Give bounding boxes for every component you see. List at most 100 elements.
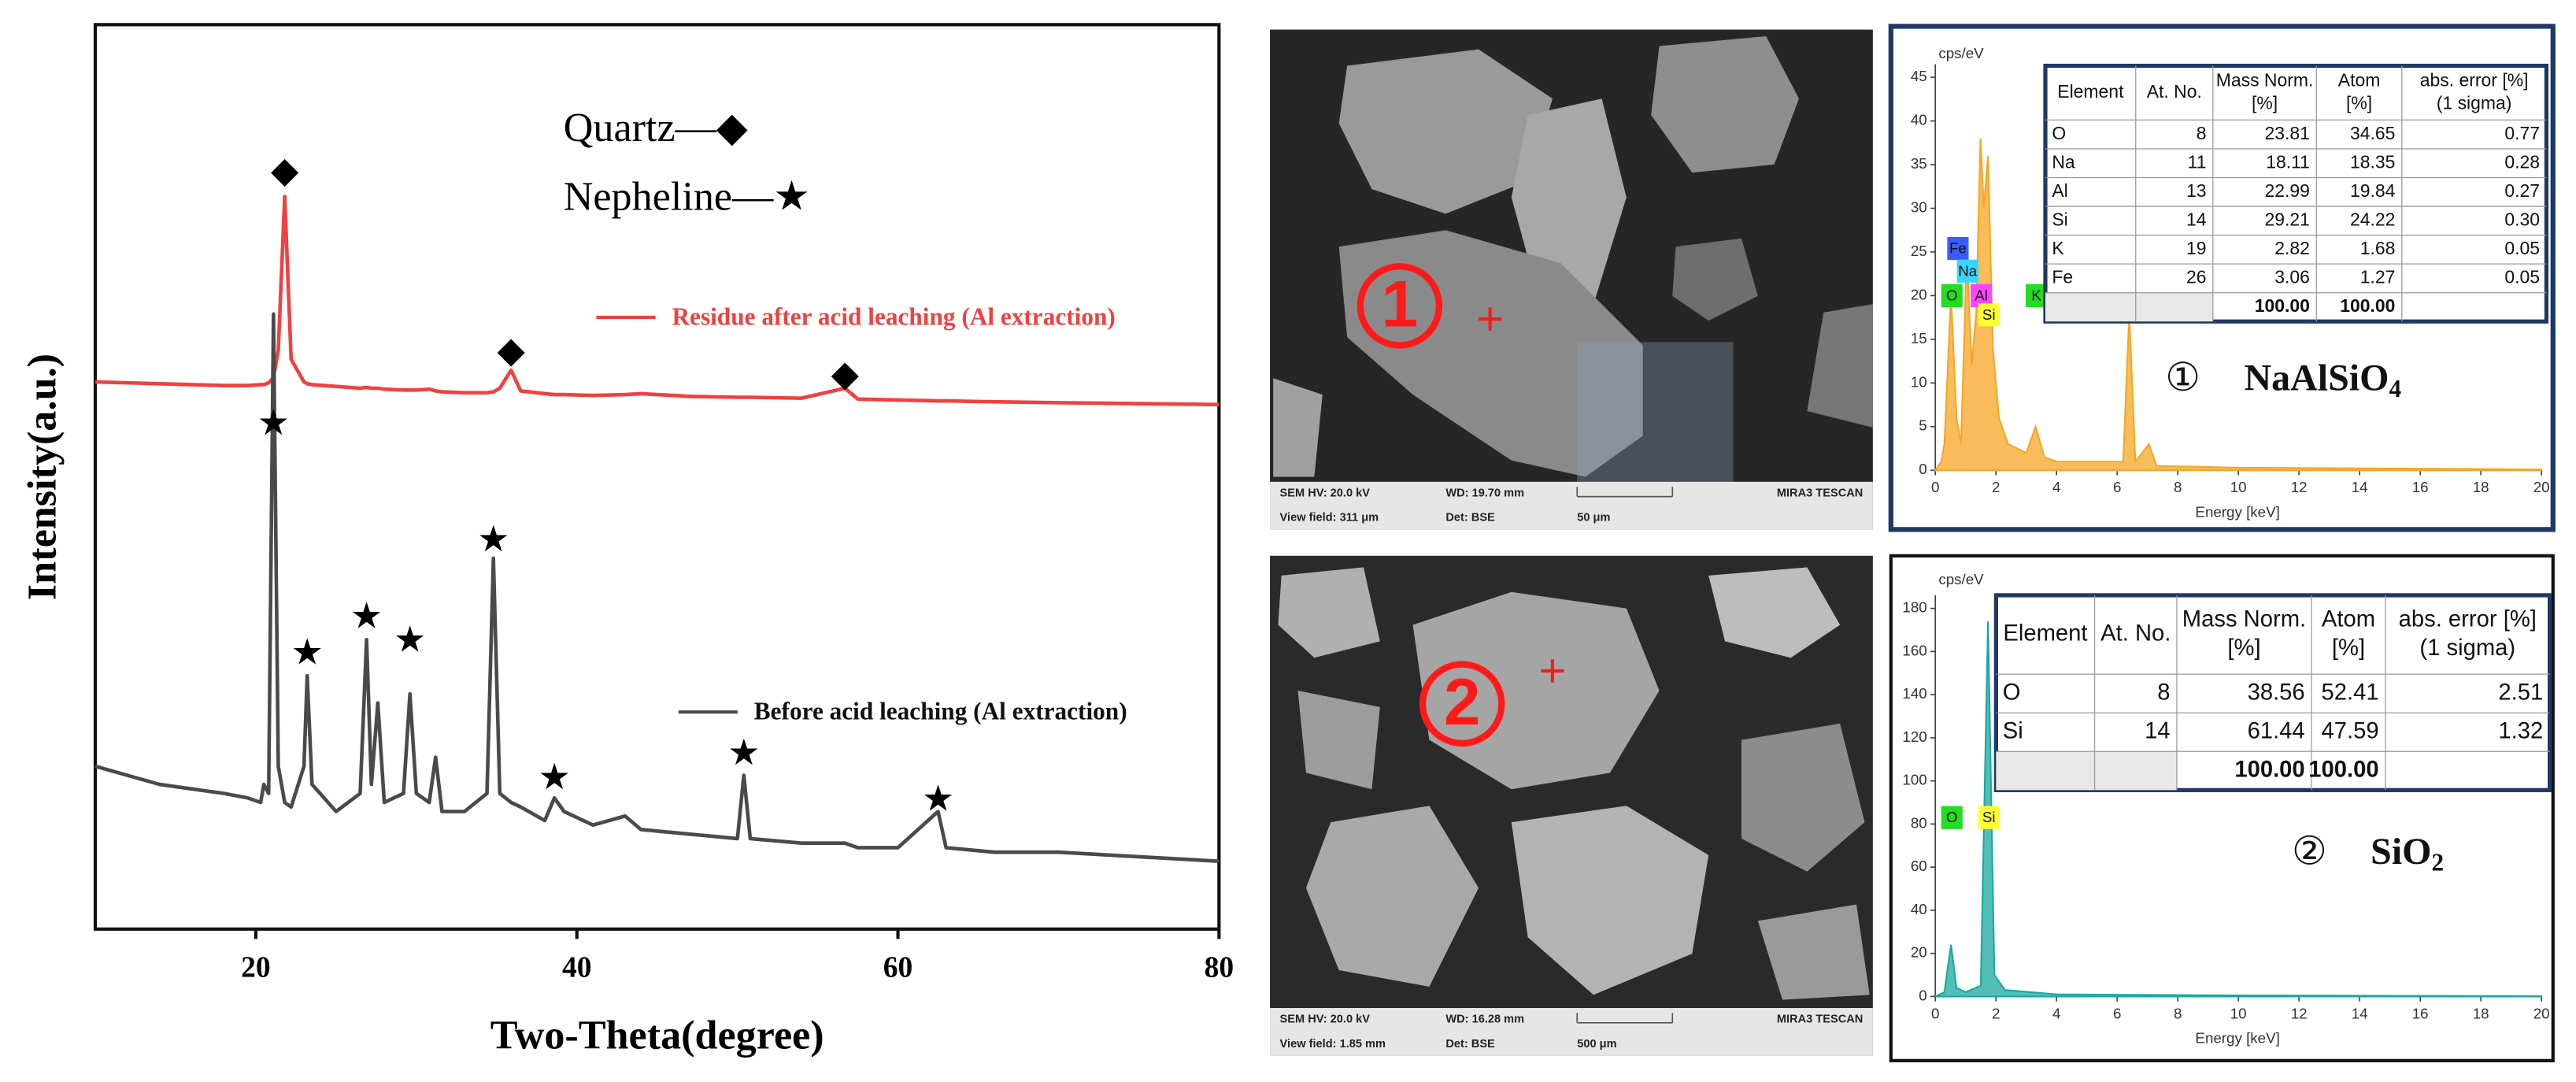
element-tag-label: Na (1958, 262, 1978, 279)
particle (1273, 378, 1323, 477)
x-tick-label: 10 (2230, 1005, 2247, 1021)
table-cell: 22.99 (2265, 180, 2310, 201)
element-tag (1947, 236, 1969, 261)
table-total: 100.00 (2234, 758, 2304, 783)
table-cell: 0.28 (2504, 151, 2540, 172)
sem-image (1270, 555, 1873, 1056)
y-tick-label: 25 (1911, 243, 1927, 259)
highlight (1577, 342, 1734, 484)
particle (1741, 723, 1865, 872)
table-header: Element (2057, 81, 2124, 102)
peak-marker: ★ (477, 519, 509, 559)
table-cell: 0.05 (2504, 266, 2540, 287)
table-cell: O (2052, 123, 2066, 143)
particle (1338, 230, 1643, 477)
table-cell: Si (2003, 718, 2023, 743)
table-cell: K (2052, 238, 2064, 258)
element-tag-label: O (1946, 287, 1958, 303)
marker-circle (1419, 661, 1505, 747)
table-cell: Fe (2052, 266, 2073, 287)
table-cell: 52.41 (2321, 680, 2378, 705)
table-cell: 1.32 (2498, 718, 2543, 743)
table-total: 100.00 (2308, 758, 2378, 783)
table-cell: 29.21 (2265, 209, 2310, 229)
sem-info: Det: BSE (1445, 512, 1495, 524)
spectrum (1934, 138, 2543, 472)
element-tag-label: Al (1975, 287, 1988, 303)
x-tick-label: 18 (2473, 1005, 2489, 1021)
x-tick-label: 80 (1205, 952, 1234, 984)
table-cell: 19.84 (2350, 180, 2396, 201)
x-tick-label: 6 (2113, 479, 2121, 495)
sem-info: View field: 311 μm (1280, 512, 1379, 524)
element-tag (1941, 283, 1963, 308)
x-tick-label: 6 (2113, 1005, 2121, 1021)
table-cell: Si (2052, 209, 2067, 229)
peak-marker: ★ (257, 402, 290, 443)
table-header: Atom (2338, 70, 2381, 91)
sem-marker: 2 (1444, 665, 1480, 739)
peak-marker: ★ (394, 619, 426, 659)
series-line (94, 195, 1220, 406)
table-cell: Al (2052, 180, 2067, 201)
peak-marker: ◆ (271, 150, 299, 190)
sem-info: MIRA3 TESCAN (1777, 487, 1864, 499)
x-tick-label: 18 (2473, 479, 2489, 495)
x-tick-label: 4 (2052, 1005, 2060, 1021)
x-tick-label: 40 (562, 952, 592, 984)
table-cell: 19 (2186, 238, 2207, 258)
particle (1672, 238, 1758, 321)
sem-info: SEM HV: 20.0 kV (1280, 1013, 1371, 1026)
table-header: abs. error [%] (2420, 70, 2529, 91)
y-tick-label: 20 (1911, 944, 1927, 961)
sem-info: MIRA3 TESCAN (1777, 1013, 1864, 1026)
compound-formula: NaAlSiO4 (2244, 357, 2401, 402)
compound-marker: ② (2292, 828, 2327, 873)
info-bar (1270, 1008, 1873, 1056)
peak-marker: ◆ (497, 330, 525, 370)
table-cell: 2.82 (2274, 238, 2310, 258)
compound-marker: ① (2165, 355, 2200, 399)
x-tick-label: 8 (2174, 479, 2182, 495)
scale-ruler (1576, 1013, 1674, 1024)
table-header: [%] (2252, 92, 2278, 113)
y-axis-label: Intensity(a.u.) (20, 354, 65, 600)
y-tick-label: 35 (1911, 155, 1927, 172)
sem-info: 500 μm (1577, 1038, 1616, 1051)
y-tick-label: 160 (1902, 642, 1926, 658)
particle (1338, 49, 1553, 214)
formula-main: SiO (2371, 831, 2431, 873)
legend-label: Before acid leaching (Al extraction) (754, 697, 1127, 724)
sem-marker: 1 (1382, 267, 1418, 341)
particle (1305, 806, 1479, 987)
y-tick-label: 0 (1919, 987, 1926, 1003)
peak-marker: ★ (291, 632, 324, 672)
table-cell: 14 (2186, 209, 2207, 229)
y-tick-label: 20 (1911, 286, 1927, 302)
y-tick-label: 0 (1919, 461, 1926, 477)
particle (1651, 35, 1799, 173)
x-axis-label: Two-Theta(degree) (490, 1013, 824, 1058)
table-cell: 8 (2157, 680, 2170, 705)
table-header: [%] (2346, 92, 2372, 113)
table-header: [%] (2227, 635, 2260, 661)
peak-marker: ★ (922, 779, 954, 819)
y-tick-label: 120 (1902, 728, 1926, 745)
particle (1511, 98, 1627, 305)
y-tick-label: 15 (1911, 330, 1927, 346)
x-tick-label: 14 (2352, 479, 2368, 495)
table-cell: 0.30 (2504, 209, 2540, 229)
particle (1757, 904, 1870, 1000)
y-tick-label: 40 (1911, 112, 1927, 128)
particle (1511, 806, 1709, 995)
table-cell: 34.65 (2350, 123, 2395, 143)
table-cell: Na (2052, 151, 2075, 172)
total-cell-shade (2045, 292, 2213, 322)
table-cell: 38.56 (2248, 680, 2305, 705)
phase-key: Nepheline—★ (564, 175, 810, 220)
y-tick-label: 40 (1911, 901, 1927, 917)
table-cell: O (2003, 680, 2021, 705)
scale-ruler (1576, 487, 1674, 498)
x-axis-label: Energy [keV] (2195, 503, 2279, 520)
